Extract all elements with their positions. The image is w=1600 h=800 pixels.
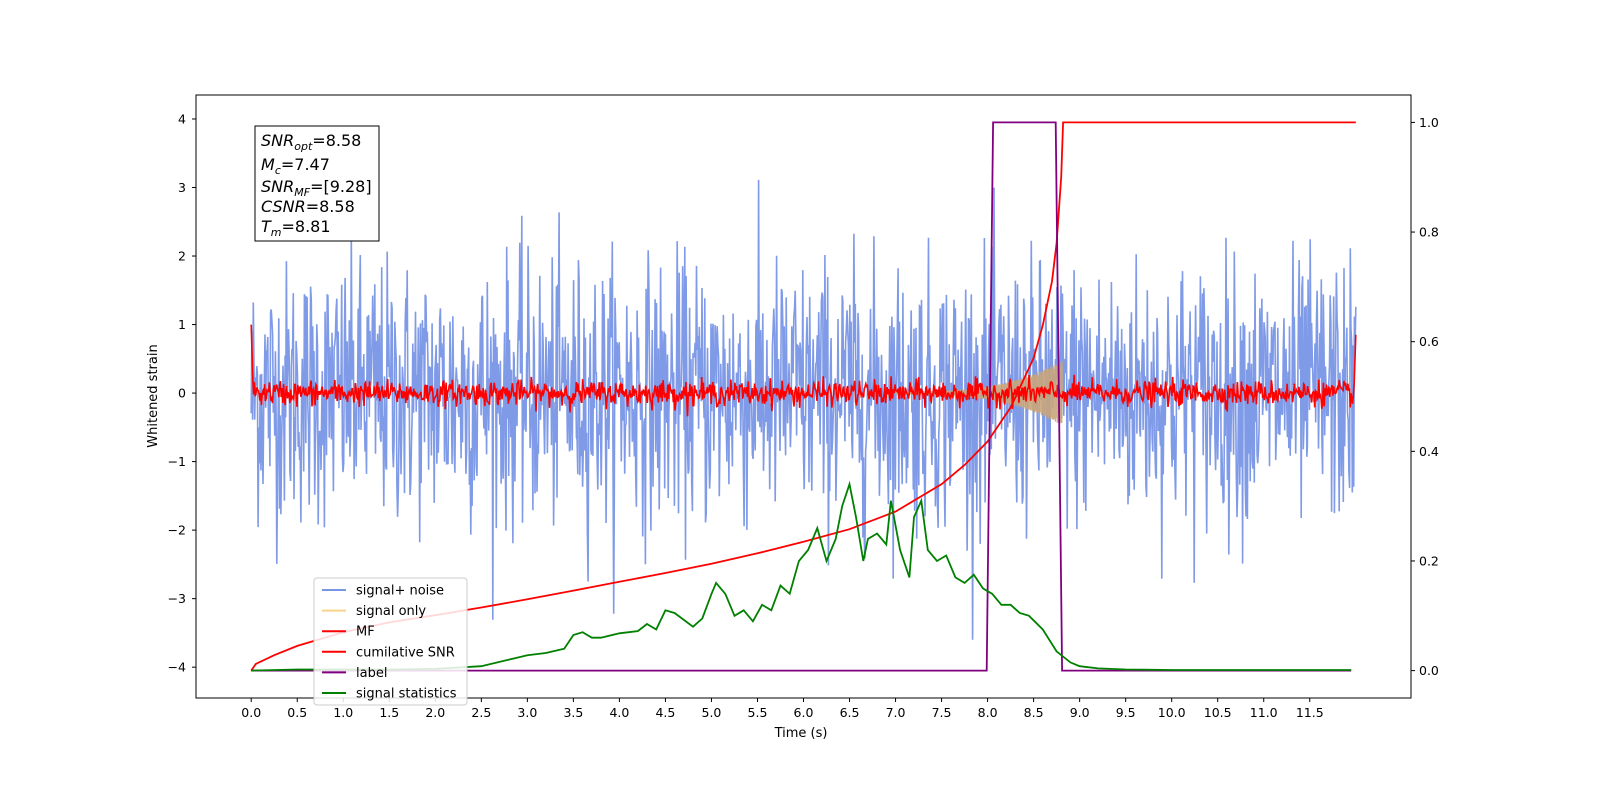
info-box: SNRopt=8.58 Mc=7.47 SNRMF=[9.28] CSNR=8.…	[254, 125, 380, 242]
x-tick-label: 6.5	[840, 705, 860, 720]
x-axis-ticks: 0.0 0.5 1.0 1.5 2.0 2.5 3.0 3.5 4.0 4.5 5.0 5.5 6.0 6…	[241, 698, 1324, 720]
legend: signal+ noise signal only MF cumilative SNR…	[313, 577, 468, 706]
info-snr-mf: SNRMF=[9.28]	[261, 177, 372, 199]
series-label	[251, 121, 1352, 672]
legend-label: label	[356, 666, 387, 681]
y-tick-label: 2	[178, 249, 186, 264]
x-tick-label: 8.5	[1024, 705, 1044, 720]
y-tick-label: −1	[168, 454, 186, 469]
x-tick-label: 3.5	[563, 705, 583, 720]
legend-label: MF	[356, 625, 375, 640]
info-tm: Tm=8.81	[261, 217, 331, 239]
mf-band	[250, 324, 1357, 417]
x-tick-label: 10.5	[1204, 705, 1232, 720]
x-tick-label: 2.0	[425, 705, 445, 720]
y2-tick-label: 0.0	[1419, 663, 1439, 678]
x-tick-label: 4.5	[655, 705, 675, 720]
x-tick-label: 9.0	[1070, 705, 1090, 720]
y-tick-label: 3	[178, 180, 186, 195]
x-tick-label: 5.0	[702, 705, 722, 720]
series-signal-statistics	[251, 480, 1352, 672]
y-tick-label: −3	[168, 591, 186, 606]
y2-tick-label: 0.4	[1419, 444, 1439, 459]
y-tick-label: −4	[168, 660, 186, 675]
legend-label: signal+ noise	[356, 584, 444, 599]
info-mc: Mc=7.47	[261, 155, 330, 177]
x-tick-label: 11.5	[1296, 705, 1324, 720]
x-tick-label: 8.0	[978, 705, 998, 720]
info-csnr: CSNR=8.58	[261, 197, 355, 216]
mf-trace	[250, 324, 1357, 417]
x-tick-label: 10.0	[1158, 705, 1186, 720]
x-tick-label: 1.5	[379, 705, 399, 720]
legend-label: signal statistics	[356, 687, 457, 702]
y-tick-label: 4	[178, 111, 186, 126]
y-tick-label: 0	[178, 386, 186, 401]
signal-noise-trace	[250, 179, 1357, 640]
y-axis-ticks: 4 3 2 1 0 −1 −2 −3 −4	[168, 111, 196, 675]
x-tick-label: 6.0	[794, 705, 814, 720]
legend-label: cumilative SNR	[356, 645, 455, 660]
y2-tick-label: 0.8	[1419, 225, 1439, 240]
y-tick-label: 1	[178, 317, 186, 332]
y-tick-label: −2	[168, 523, 186, 538]
y2-tick-label: 1.0	[1419, 115, 1439, 130]
y2-axis-ticks: 1.0 0.8 0.6 0.4 0.2 0.0	[1411, 115, 1439, 678]
y2-tick-label: 0.6	[1419, 334, 1439, 349]
x-tick-label: 1.0	[333, 705, 353, 720]
x-tick-label: 7.0	[886, 705, 906, 720]
legend-label: signal only	[356, 604, 426, 619]
info-snr-opt: SNRopt=8.58	[261, 131, 361, 153]
x-tick-label: 0.0	[241, 705, 261, 720]
y2-tick-label: 0.2	[1419, 553, 1439, 568]
x-tick-label: 9.5	[1116, 705, 1136, 720]
x-tick-label: 11.0	[1250, 705, 1278, 720]
x-tick-label: 3.0	[517, 705, 537, 720]
y-axis-label: Whitened strain	[146, 344, 161, 447]
x-tick-label: 2.5	[471, 705, 491, 720]
x-tick-label: 7.5	[932, 705, 952, 720]
x-tick-label: 0.5	[287, 705, 307, 720]
x-tick-label: 4.0	[609, 705, 629, 720]
x-tick-label: 5.5	[748, 705, 768, 720]
x-axis-label: Time (s)	[774, 726, 828, 741]
noise-band	[250, 179, 1357, 640]
